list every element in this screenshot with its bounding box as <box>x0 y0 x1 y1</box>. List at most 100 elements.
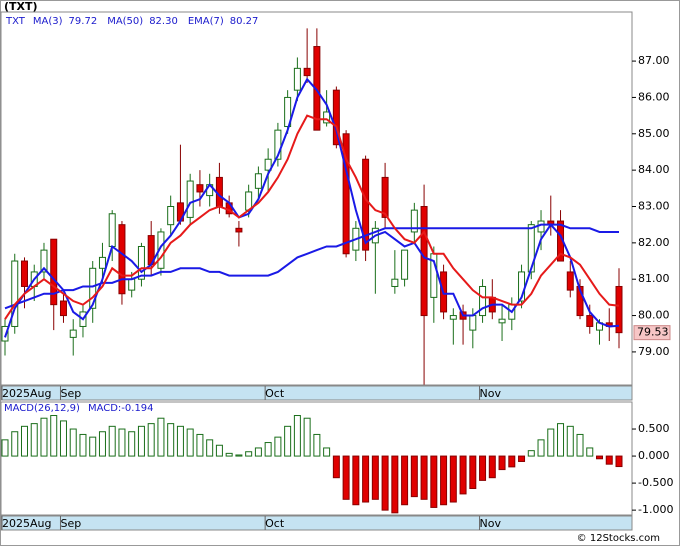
candle-body <box>284 96 292 128</box>
y-tick-label: 80.00 <box>638 309 670 322</box>
y-tick-label: -1.000 <box>638 503 673 516</box>
candle-body <box>108 213 116 247</box>
macd-bar <box>245 451 253 457</box>
y-tick-label: 85.00 <box>638 127 670 140</box>
ma-line <box>4 223 619 310</box>
y-tick-label: -0.500 <box>638 476 673 489</box>
candle-body <box>89 267 97 309</box>
candle-body <box>498 318 506 324</box>
macd-bar <box>40 417 48 457</box>
x-tick-label: Sep <box>60 517 81 530</box>
macd-bar <box>537 439 545 457</box>
macd-bar <box>264 442 272 457</box>
macd-bar <box>410 455 418 498</box>
x-tick-label: Nov <box>480 517 502 530</box>
y-tick-label: 83.00 <box>638 199 670 212</box>
macd-bar <box>206 439 214 457</box>
y-tick-label: 84.00 <box>638 163 670 176</box>
candle-body <box>59 300 67 317</box>
candle-body <box>401 249 409 280</box>
macd-bar <box>137 425 145 457</box>
chart-title: (TXT) <box>4 0 38 13</box>
macd-bar <box>576 433 584 457</box>
candle-body <box>235 227 243 233</box>
candle-body <box>1 325 9 342</box>
candle-body <box>20 260 28 287</box>
y-tick-label: 87.00 <box>638 54 670 67</box>
candle-body <box>293 67 301 91</box>
source: © 12Stocks.com <box>577 533 660 544</box>
candle-body <box>254 173 262 189</box>
macd-bar <box>186 428 194 457</box>
ma-line <box>4 114 620 320</box>
legend-symbol: TXT <box>5 16 26 27</box>
macd-bar <box>420 455 428 500</box>
macd-bar <box>362 455 370 503</box>
legend-name: EMA(7) <box>188 16 224 27</box>
macd-bar <box>488 455 496 479</box>
macd-bar <box>235 454 243 457</box>
macd-bar <box>118 428 126 457</box>
candle-body <box>137 245 145 280</box>
macd-bar <box>401 455 409 506</box>
macd-bar <box>498 455 506 471</box>
macd-bar <box>605 455 613 465</box>
candle-body <box>576 285 584 317</box>
macd-bar <box>157 417 165 457</box>
macd-bar <box>479 455 487 481</box>
macd-bar <box>50 415 58 457</box>
candle-body <box>128 278 136 291</box>
macd-bar <box>284 425 292 457</box>
candle-body <box>98 256 106 269</box>
macd-bar <box>79 433 87 457</box>
last-price-label: 79.53 <box>637 326 669 339</box>
macd-bar <box>89 436 97 457</box>
candle-body <box>186 180 194 218</box>
macd-bar <box>547 428 555 457</box>
candle-body <box>362 158 370 251</box>
candle-body <box>342 133 350 255</box>
y-tick-label: 81.00 <box>638 272 670 285</box>
macd-bar <box>254 447 262 457</box>
macd-legend: MACD:-0.194 <box>88 403 154 414</box>
macd-bar <box>303 417 311 457</box>
legend-value: 80.27 <box>230 16 259 27</box>
x-axis-band <box>0 515 633 531</box>
macd-bar <box>225 452 233 457</box>
macd-bar <box>352 455 360 506</box>
macd-bar <box>527 450 535 457</box>
candle-body <box>323 111 331 124</box>
macd-bar <box>518 455 526 462</box>
candle-body <box>118 224 126 295</box>
x-tick-label: Nov <box>480 387 502 400</box>
last-price-box <box>633 325 671 341</box>
candle-body <box>50 238 58 306</box>
candle-body <box>527 224 535 273</box>
macd-bar <box>147 423 155 457</box>
macd-bar <box>449 455 457 503</box>
candle-body <box>69 329 77 338</box>
macd-bar <box>293 415 301 457</box>
macd-bar <box>30 423 38 457</box>
macd-bar <box>586 447 594 457</box>
macd-bar <box>508 455 516 468</box>
macd-bar <box>381 455 389 511</box>
x-tick-label: Oct <box>265 517 285 530</box>
macd-bar <box>596 455 604 460</box>
macd-bar <box>371 455 379 500</box>
candle-body <box>11 260 19 327</box>
x-tick-label: 2025Aug <box>2 387 51 400</box>
legend-value: 82.30 <box>149 16 178 27</box>
candle-body <box>196 184 204 193</box>
macd-bar <box>469 455 477 490</box>
macd-bar <box>313 433 321 457</box>
candle-body <box>566 271 574 291</box>
macd-bar <box>215 444 223 457</box>
macd-bar <box>557 423 565 457</box>
x-tick-label: Oct <box>265 387 285 400</box>
macd-bar <box>274 436 282 457</box>
macd-bar <box>615 455 623 468</box>
candle-body <box>479 285 487 317</box>
legend-name: MA(3) <box>33 16 63 27</box>
